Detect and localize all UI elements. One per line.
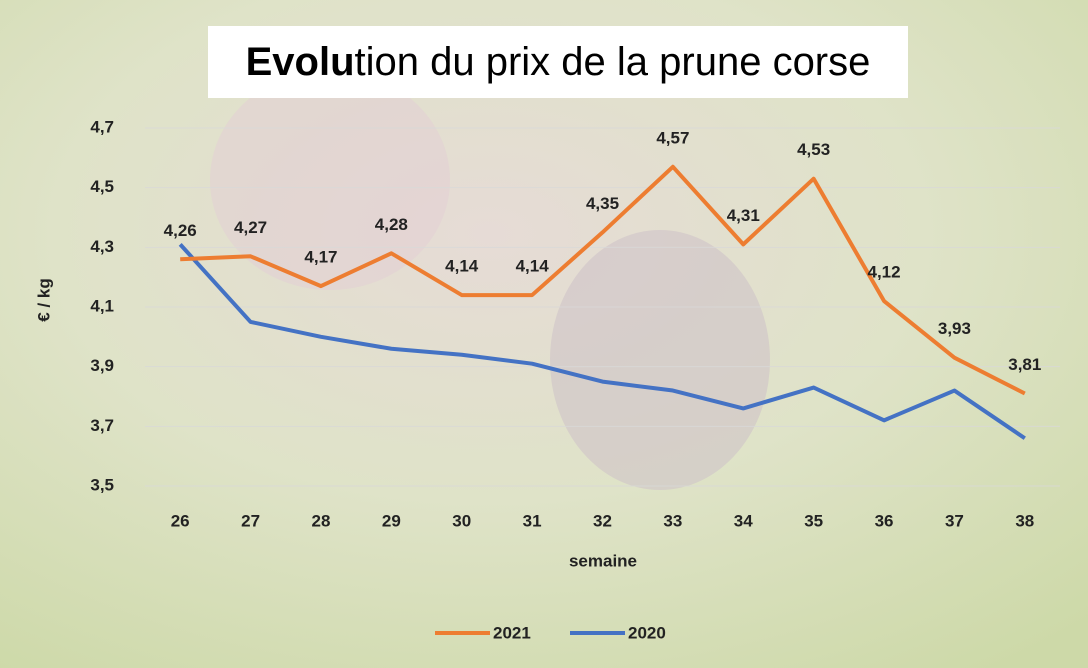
legend-label: 2021 (493, 623, 531, 642)
background-fruit (550, 230, 770, 490)
y-tick-label: 4,3 (90, 237, 114, 256)
data-label: 4,57 (656, 128, 689, 147)
x-tick-label: 32 (593, 511, 612, 530)
y-tick-label: 3,9 (90, 356, 114, 375)
x-axis-label: semaine (569, 551, 637, 570)
y-axis-label: € / kg (34, 278, 53, 321)
data-label: 4,17 (304, 248, 337, 267)
title-part: Evolu (246, 40, 355, 84)
y-tick-label: 4,5 (90, 177, 114, 196)
x-tick-label: 38 (1015, 511, 1034, 530)
x-tick-label: 33 (663, 511, 682, 530)
y-tick-label: 4,1 (90, 296, 114, 315)
y-tick-label: 3,5 (90, 475, 114, 494)
x-tick-label: 35 (804, 511, 823, 530)
data-label: 3,81 (1008, 355, 1041, 374)
x-tick-label: 28 (312, 511, 331, 530)
title-part: tion du prix de la prune corse (355, 40, 871, 84)
page: Evolution du prix de la prune corse € / … (0, 0, 1088, 668)
data-label: 4,28 (375, 215, 408, 234)
data-label: 4,35 (586, 194, 619, 213)
data-label: 4,14 (516, 257, 550, 276)
data-label: 4,14 (445, 257, 479, 276)
x-tick-label: 26 (171, 511, 190, 530)
chart: Evolution du prix de la prune corse € / … (0, 0, 1088, 668)
data-label: 4,26 (164, 221, 197, 240)
data-label: 4,31 (727, 206, 760, 225)
data-label: 4,12 (867, 263, 900, 282)
chart-title: Evolution du prix de la prune corse (246, 40, 871, 84)
x-tick-label: 37 (945, 511, 964, 530)
data-label: 3,93 (938, 319, 971, 338)
x-tick-label: 36 (875, 511, 894, 530)
x-tick-label: 34 (734, 511, 753, 530)
data-label: 4,53 (797, 140, 830, 159)
x-tick-label: 29 (382, 511, 401, 530)
x-tick-label: 27 (241, 511, 260, 530)
x-tick-label: 31 (523, 511, 542, 530)
data-label: 4,27 (234, 218, 267, 237)
y-tick-label: 4,7 (90, 117, 114, 136)
x-tick-label: 30 (452, 511, 471, 530)
legend-label: 2020 (628, 623, 666, 642)
y-tick-label: 3,7 (90, 416, 114, 435)
